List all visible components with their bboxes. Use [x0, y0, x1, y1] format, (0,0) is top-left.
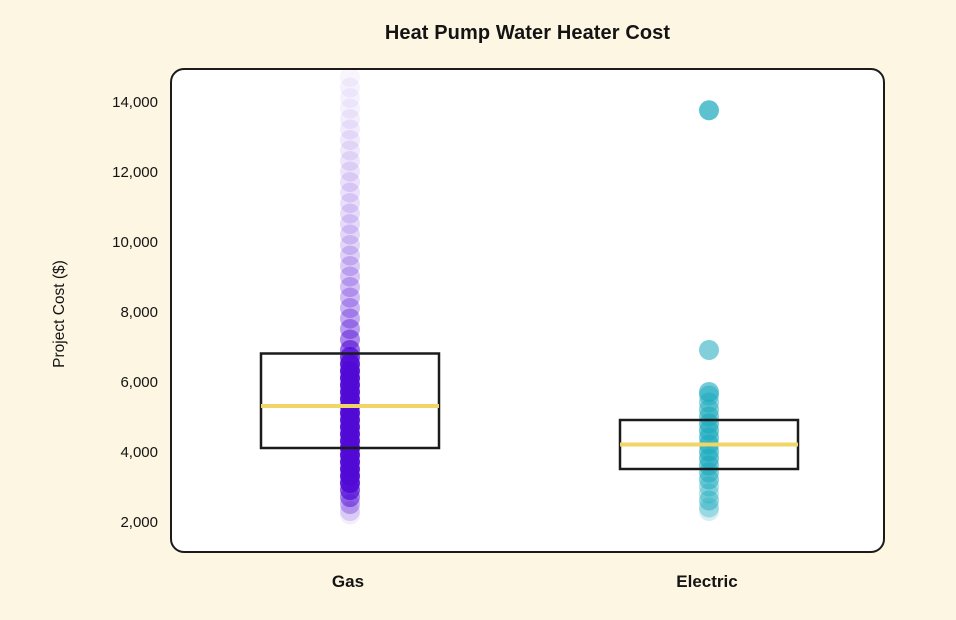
data-point-gas: [340, 245, 360, 266]
data-point-electric: [699, 501, 719, 521]
data-point-gas: [340, 494, 360, 514]
plot-area: [170, 68, 885, 553]
y-tick-label: 4,000: [120, 444, 158, 461]
data-point-gas: [340, 487, 360, 507]
data-point-gas: [340, 266, 360, 287]
data-point-gas: [340, 109, 360, 129]
data-point-gas: [340, 214, 360, 234]
data-point-gas: [340, 319, 360, 339]
data-point-electric: [699, 469, 719, 490]
data-point-gas: [340, 172, 360, 192]
data-point-gas: [340, 77, 360, 98]
y-tick-label: 2,000: [120, 514, 158, 531]
y-tick-label: 10,000: [112, 234, 158, 251]
data-point-electric: [699, 476, 719, 497]
data-point-electric: [699, 483, 719, 504]
category-label-electric: Electric: [676, 572, 738, 591]
data-point-gas: [340, 193, 360, 213]
data-point-gas: [340, 130, 360, 150]
data-point-electric: [699, 340, 719, 360]
boxplot-svg: [259, 70, 800, 525]
data-point-gas: [340, 70, 360, 87]
data-point-electric: [699, 385, 719, 406]
y-tick-label: 8,000: [120, 304, 158, 321]
y-tick-label: 14,000: [112, 94, 158, 111]
y-tick-label: 12,000: [112, 164, 158, 181]
y-axis-ticks: 14,000 12,000 10,000 8,000 6,000 4,000 2,000: [0, 0, 158, 620]
data-point-gas: [340, 224, 360, 245]
category-label-gas: Gas: [331, 572, 365, 591]
data-point-electric: [699, 490, 719, 511]
data-point-electric: [699, 382, 719, 402]
data-point-gas: [340, 277, 360, 297]
data-point-electric: [699, 497, 719, 518]
data-point-gas: [340, 98, 360, 119]
data-point-gas: [340, 256, 360, 276]
data-point-gas: [340, 140, 360, 161]
box-gas: [259, 352, 441, 450]
data-point-gas: [340, 235, 360, 255]
data-point-gas: [340, 501, 360, 521]
chart-title: Heat Pump Water Heater Cost: [384, 22, 671, 44]
data-point-gas: [340, 287, 360, 308]
data-point-gas: [340, 298, 360, 318]
data-point-gas: [340, 161, 360, 182]
data-point-gas: [340, 308, 360, 329]
data-point-gas: [340, 88, 360, 108]
data-point-electric: [699, 100, 719, 121]
data-point-gas: [340, 151, 360, 171]
data-point-gas: [340, 182, 360, 203]
y-tick-label: 6,000: [120, 374, 158, 391]
data-point-gas: [340, 119, 360, 140]
data-point-gas: [340, 203, 360, 224]
data-point-gas: [340, 504, 360, 525]
